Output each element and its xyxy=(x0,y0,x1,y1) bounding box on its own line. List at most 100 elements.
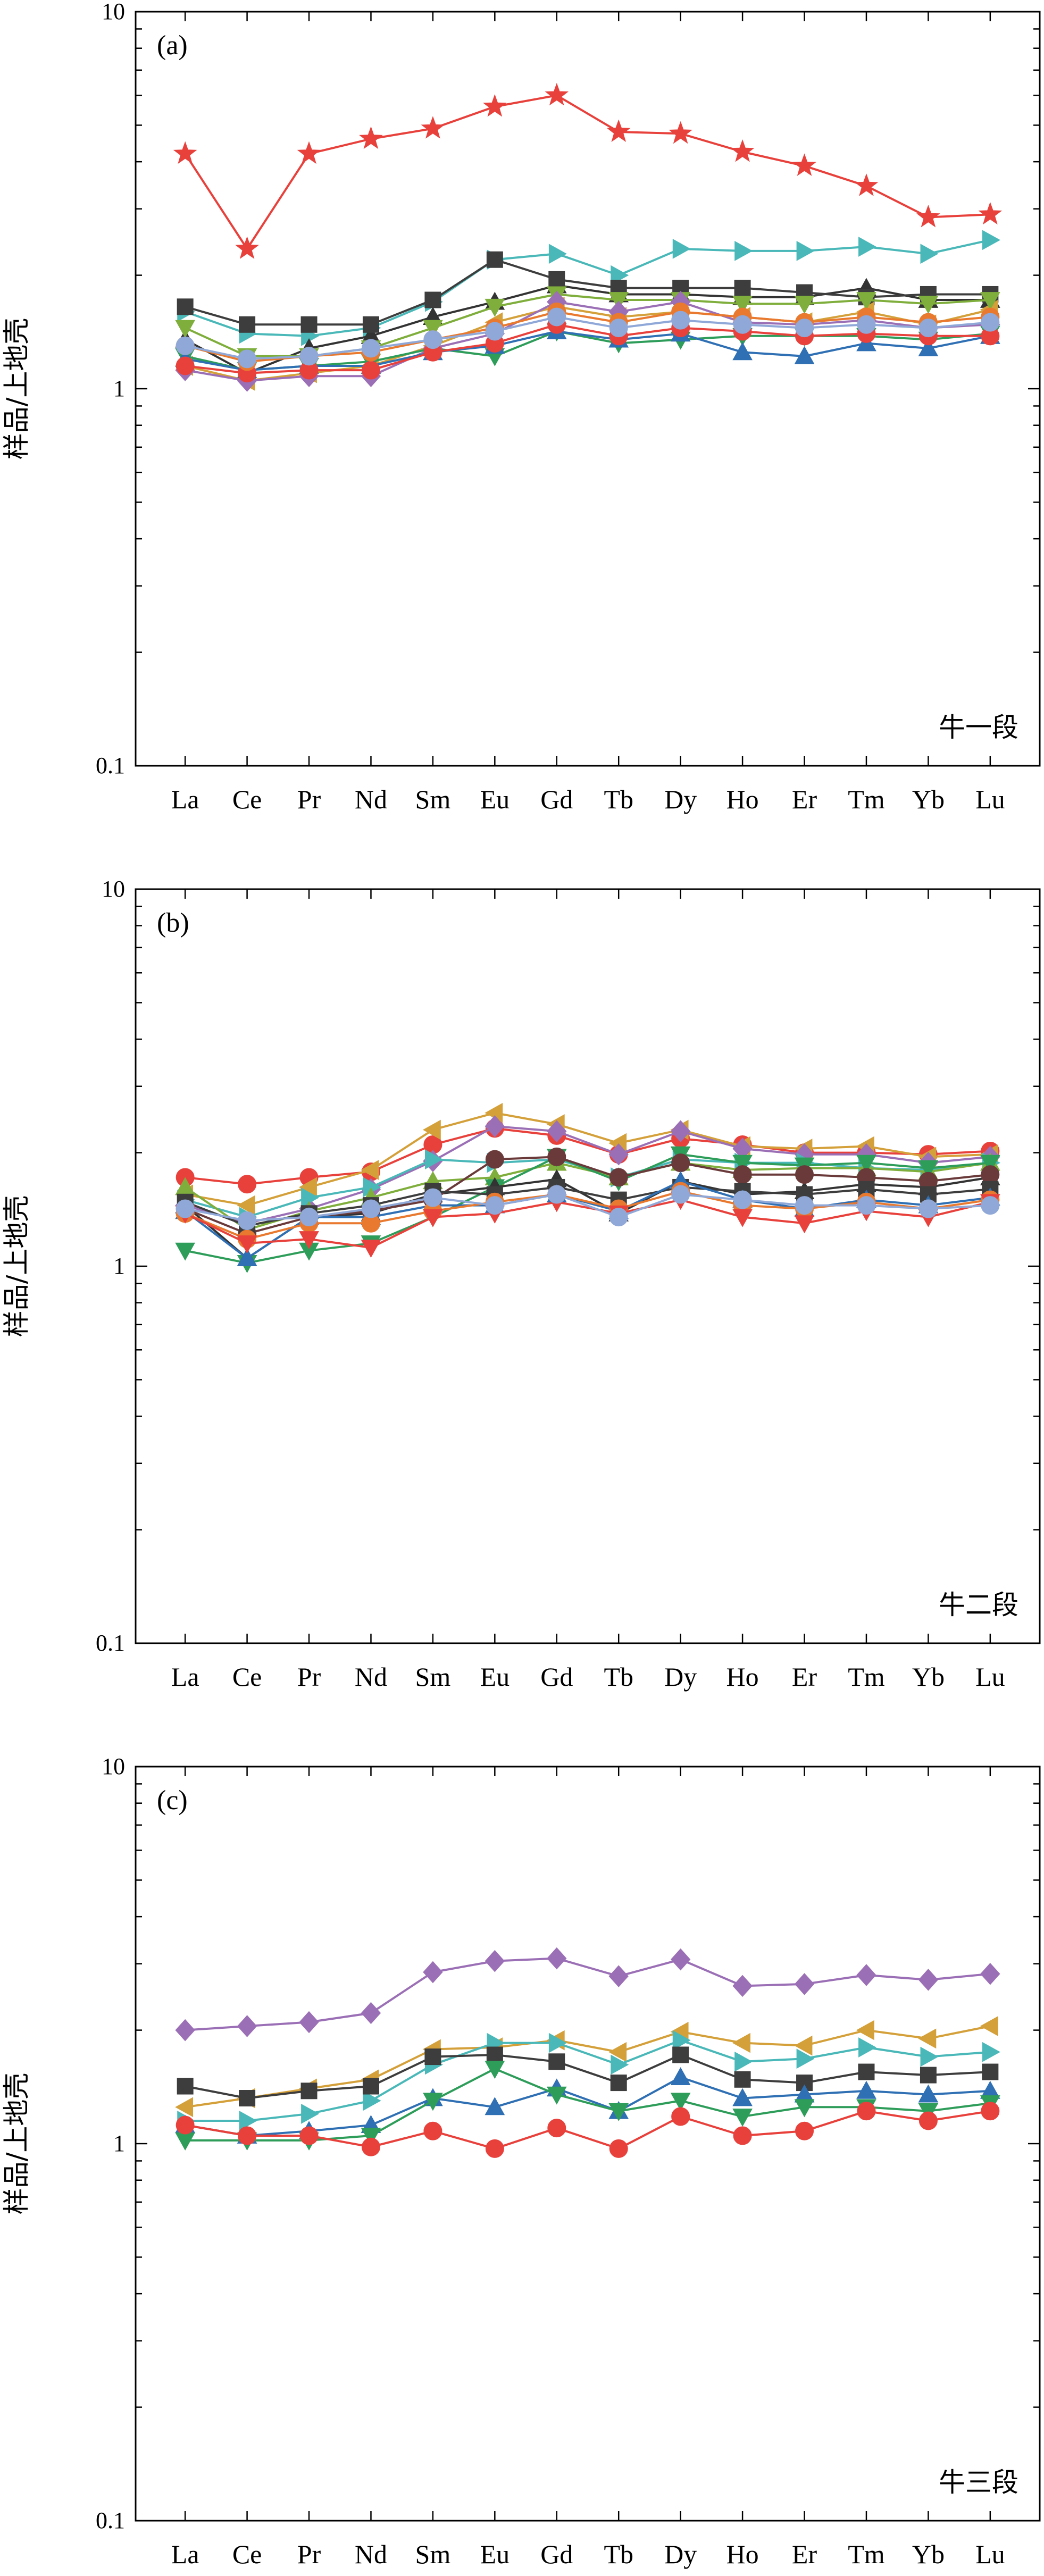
data-point xyxy=(423,320,443,338)
panel-label: (a) xyxy=(157,30,188,61)
data-point xyxy=(423,2093,443,2111)
data-point xyxy=(980,1963,1000,1985)
data-point xyxy=(362,316,379,333)
data-point xyxy=(670,1120,691,1142)
data-point xyxy=(733,1190,752,1209)
data-point xyxy=(671,2107,690,2126)
data-point xyxy=(734,280,751,297)
data-point xyxy=(857,2102,876,2121)
data-point xyxy=(359,126,383,149)
data-point xyxy=(485,1196,504,1215)
data-point xyxy=(238,1211,257,1231)
x-tick-label: Gd xyxy=(540,2539,573,2569)
data-point xyxy=(547,307,566,327)
data-point xyxy=(361,1240,381,1258)
data-point xyxy=(795,1165,814,1184)
data-point xyxy=(300,2082,318,2100)
data-point xyxy=(175,2097,194,2118)
x-tick-label: Lu xyxy=(975,2539,1005,2569)
chart-panel-3: 0.1 1 10 样品/上地壳 La Ce Pr Nd Sm Eu Gd Tb Dy Ho Er Tm Yb Lu… xyxy=(1,1753,1041,2569)
x-tick-label: Nd xyxy=(355,2539,387,2569)
data-point xyxy=(361,339,380,358)
y-axis-label: 样品/上地壳 xyxy=(1,1195,32,1337)
series-6 xyxy=(175,286,1000,366)
data-point xyxy=(239,316,256,333)
data-point xyxy=(980,1155,1000,1173)
data-point xyxy=(176,2115,195,2135)
x-tick-label: Tm xyxy=(848,2539,885,2569)
data-point xyxy=(423,330,442,349)
data-point xyxy=(856,2080,876,2099)
series-13 xyxy=(176,1185,1000,1231)
data-point xyxy=(609,1208,628,1227)
data-point xyxy=(177,2078,194,2095)
series-line xyxy=(185,330,991,372)
x-tick-label: Lu xyxy=(975,784,1005,814)
data-point xyxy=(299,347,319,366)
series-line xyxy=(184,1180,991,1260)
data-point xyxy=(918,1199,938,1218)
data-point xyxy=(299,1208,319,1227)
x-tick-label: Nd xyxy=(355,784,387,814)
data-point xyxy=(920,2046,939,2067)
data-point xyxy=(671,1185,690,1204)
data-point xyxy=(856,292,876,311)
data-point xyxy=(363,2090,381,2111)
data-point xyxy=(238,1175,257,1194)
series-12 xyxy=(176,307,1000,369)
y-tick-label: 1 xyxy=(113,375,125,402)
series-line xyxy=(185,284,990,374)
x-tick-label: Er xyxy=(792,2539,817,2569)
data-point xyxy=(548,2053,565,2070)
series-line xyxy=(185,1190,991,1241)
data-point xyxy=(920,2067,937,2084)
data-point xyxy=(794,1973,815,1995)
x-tick-label: Ho xyxy=(726,2539,759,2569)
x-tick-label: Dy xyxy=(664,784,697,814)
panel-label: (c) xyxy=(157,1785,188,1816)
data-point xyxy=(980,2016,998,2036)
data-point xyxy=(795,2121,814,2140)
x-tick-label: Tm xyxy=(848,1662,885,1692)
x-tick-label: Sm xyxy=(415,784,451,814)
series-line xyxy=(185,239,991,337)
data-point xyxy=(732,2109,753,2127)
data-point xyxy=(235,236,259,259)
series-6 xyxy=(175,1146,1000,1273)
series-1 xyxy=(175,1947,1000,2042)
data-point xyxy=(300,316,318,333)
data-point xyxy=(485,2097,505,2115)
x-tick-label: Er xyxy=(792,784,817,814)
series-line xyxy=(185,1111,990,1207)
data-point xyxy=(854,173,879,196)
data-point xyxy=(918,1969,939,1991)
x-tick-label: Ce xyxy=(232,784,262,814)
data-point xyxy=(175,2019,195,2042)
data-point xyxy=(361,2002,381,2025)
series-line xyxy=(185,258,990,326)
data-point xyxy=(672,2046,689,2063)
data-point xyxy=(794,346,815,364)
x-tick-label: La xyxy=(171,1662,199,1692)
x-tick-label: Sm xyxy=(415,2539,451,2569)
data-point xyxy=(299,2011,319,2034)
data-point xyxy=(299,1231,319,1250)
data-point xyxy=(670,1948,691,1971)
data-point xyxy=(669,121,693,144)
x-tick-label: Ce xyxy=(232,2539,262,2569)
data-point xyxy=(486,251,503,268)
series-4 xyxy=(177,2046,999,2107)
data-point xyxy=(362,2078,379,2095)
data-point xyxy=(794,1215,815,1234)
series-7 xyxy=(176,2102,1000,2158)
series-5 xyxy=(175,2067,1000,2144)
data-point xyxy=(794,2035,813,2056)
data-point xyxy=(733,1165,752,1184)
data-point xyxy=(856,2020,874,2040)
data-point xyxy=(422,1119,441,1140)
data-point xyxy=(361,1160,379,1180)
x-tick-label: Yb xyxy=(912,784,945,814)
x-tick-label: Tb xyxy=(604,2539,633,2569)
data-point xyxy=(361,361,380,380)
series-1 xyxy=(173,82,1003,259)
